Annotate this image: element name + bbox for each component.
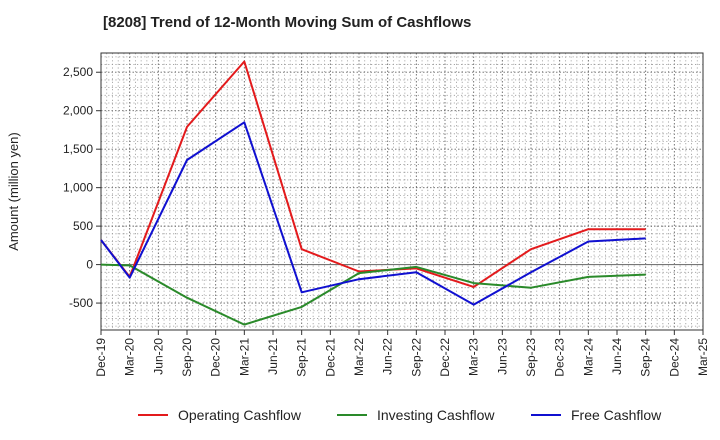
series-line-investing-cashflow	[100, 263, 646, 326]
x-tick-label: Dec-21	[323, 338, 337, 377]
plot-frame	[100, 52, 704, 331]
legend-label: Operating Cashflow	[178, 407, 302, 423]
y-axis-title: Amount (million yen)	[6, 132, 21, 251]
y-tick-label: 1,500	[63, 142, 93, 156]
x-tick-label: Jun-22	[381, 338, 395, 375]
x-tick-label: Jun-20	[151, 338, 165, 375]
y-tick-label: 1,000	[63, 181, 93, 195]
x-tick-label: Mar-22	[352, 338, 366, 376]
x-tick-label: Mar-21	[237, 338, 251, 376]
series-line-operating-cashflow	[100, 60, 646, 288]
x-tick-label: Sep-23	[524, 338, 538, 377]
y-tick-label: 2,500	[63, 65, 93, 79]
x-tick-label: Sep-24	[639, 338, 653, 377]
series-line-free-cashflow	[100, 121, 646, 306]
x-tick-label: Mar-25	[696, 338, 710, 376]
x-tick-label: Jun-21	[266, 338, 280, 375]
x-tick-label: Sep-21	[295, 338, 309, 377]
x-tick-label: Jun-24	[610, 338, 624, 375]
legend-label: Free Cashflow	[571, 407, 662, 423]
x-tick-label: Dec-19	[94, 338, 108, 377]
x-tick-label: Dec-23	[553, 338, 567, 377]
y-tick-label: -500	[69, 296, 93, 310]
x-tick-label: Mar-24	[581, 338, 595, 376]
x-tick-label: Dec-24	[667, 338, 681, 377]
x-tick-label: Dec-20	[209, 338, 223, 377]
plot-area	[101, 53, 703, 330]
x-tick-label: Mar-20	[123, 338, 137, 376]
chart-title: [8208] Trend of 12-Month Moving Sum of C…	[103, 14, 472, 31]
x-tick-label: Sep-20	[180, 338, 194, 377]
x-tick-label: Jun-23	[495, 338, 509, 375]
y-tick-label: 2,000	[63, 104, 93, 118]
x-tick-label: Sep-22	[409, 338, 423, 377]
x-tick-label: Mar-23	[467, 338, 481, 376]
y-tick-label: 500	[73, 219, 93, 233]
legend-label: Investing Cashflow	[377, 407, 495, 423]
y-tick-label: 0	[86, 258, 93, 272]
x-tick-label: Dec-22	[438, 338, 452, 377]
